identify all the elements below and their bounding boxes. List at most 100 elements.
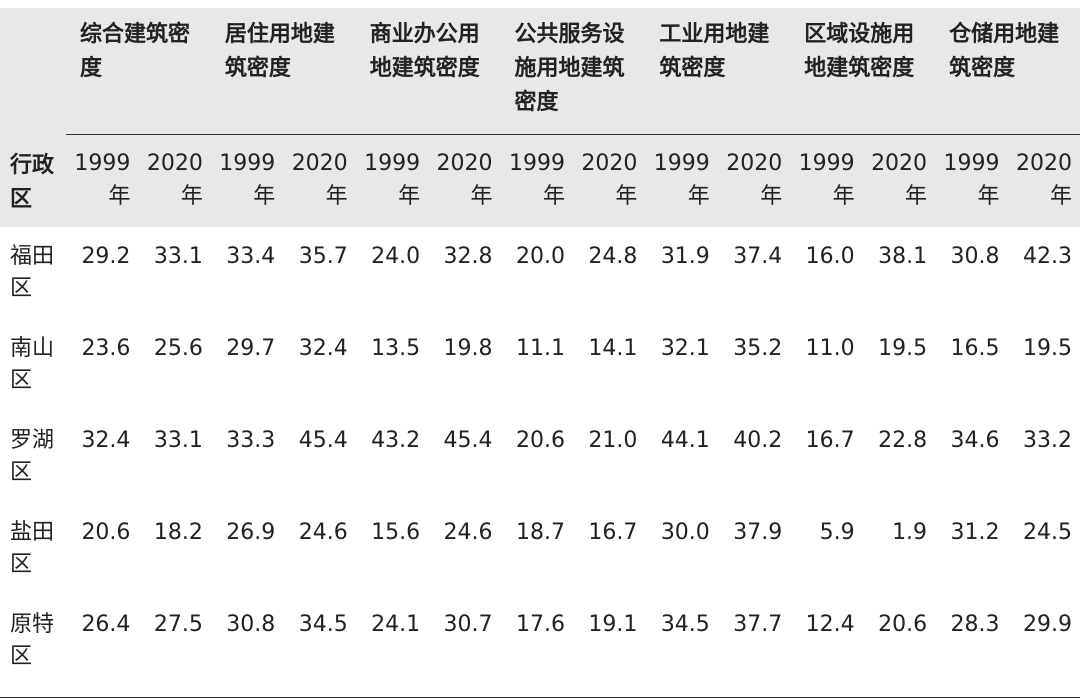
density-value-cell: 33.3 xyxy=(226,428,276,453)
density-value-cell: 24.6 xyxy=(298,520,348,545)
density-value-cell: 29.9 xyxy=(1007,595,1080,698)
density-value-cell: 29.7 xyxy=(226,336,276,361)
table-row: 南山区 23.6 25.6 29.7 32.4 13.5 19.8 11.1 14.1 32.1 3… xyxy=(0,319,1080,411)
year-header: 2020年 xyxy=(726,151,783,209)
density-value-cell: 33.1 xyxy=(153,244,203,269)
density-value-cell: 1.9 xyxy=(892,520,928,545)
density-value-cell: 26.9 xyxy=(226,520,276,545)
density-value-cell: 45.4 xyxy=(298,428,348,453)
year-header: 1999年 xyxy=(74,151,131,209)
table-body: 福田区 29.2 33.1 33.4 35.7 24.0 32.8 20.0 24.8 31.9 3… xyxy=(0,227,1080,698)
density-value-cell: 22.8 xyxy=(878,428,928,453)
density-value-cell: 24.1 xyxy=(355,595,429,698)
region-cell: 福田区 xyxy=(10,244,55,301)
density-value-cell: 11.0 xyxy=(805,336,855,361)
year-header: 1999年 xyxy=(653,151,710,209)
year-header: 2020年 xyxy=(436,151,493,209)
density-value-cell: 33.1 xyxy=(153,428,203,453)
group-header: 仓储用地建筑密度 xyxy=(935,8,1080,135)
group-header: 区域设施用地建筑密度 xyxy=(790,8,936,135)
region-column-header: 行政区 xyxy=(10,153,55,212)
density-value-cell: 37.9 xyxy=(733,520,783,545)
density-value-cell: 21.0 xyxy=(588,428,638,453)
density-value-cell: 19.5 xyxy=(878,336,928,361)
year-header: 1999年 xyxy=(219,151,276,209)
density-value-cell: 43.2 xyxy=(371,428,421,453)
density-value-cell: 29.2 xyxy=(81,244,131,269)
density-value-cell: 34.5 xyxy=(645,595,718,698)
year-header: 2020年 xyxy=(1016,151,1072,209)
table-row: 罗湖区 32.4 33.1 33.3 45.4 43.2 45.4 20.6 21.0 44.1 4… xyxy=(0,411,1080,503)
group-header: 居住用地建筑密度 xyxy=(210,8,356,135)
table-row: 原特区 26.4 27.5 30.8 34.5 24.1 30.7 17.6 19.1 34.5 3… xyxy=(0,595,1080,698)
year-header: 2020年 xyxy=(146,151,203,209)
density-value-cell: 37.4 xyxy=(733,244,783,269)
density-value-cell: 20.6 xyxy=(862,595,936,698)
density-table: 行政区 综合建筑密度 居住用地建筑密度 商业办公用地建筑密度 公共服务设施用地建… xyxy=(0,8,1080,698)
table-row: 盐田区 20.6 18.2 26.9 24.6 15.6 24.6 18.7 16.7 30.0 3… xyxy=(0,503,1080,595)
density-value-cell: 11.1 xyxy=(515,336,565,361)
density-value-cell: 14.1 xyxy=(588,336,638,361)
density-value-cell: 20.0 xyxy=(515,244,565,269)
density-value-cell: 26.4 xyxy=(66,595,139,698)
region-cell: 盐田区 xyxy=(10,520,55,577)
group-header: 商业办公用地建筑密度 xyxy=(355,8,501,135)
density-value-cell: 24.8 xyxy=(588,244,638,269)
density-value-cell: 24.5 xyxy=(1023,520,1072,545)
group-header: 公共服务设施用地建筑密度 xyxy=(500,8,646,135)
density-value-cell: 30.8 xyxy=(210,595,284,698)
density-value-cell: 45.4 xyxy=(443,428,493,453)
density-value-cell: 32.8 xyxy=(443,244,493,269)
year-header: 1999年 xyxy=(943,151,1000,209)
density-value-cell: 24.0 xyxy=(371,244,421,269)
density-value-cell: 16.0 xyxy=(805,244,855,269)
density-value-cell: 31.9 xyxy=(660,244,710,269)
year-header: 1999年 xyxy=(508,151,565,209)
group-header: 综合建筑密度 xyxy=(66,8,211,135)
density-value-cell: 40.2 xyxy=(733,428,783,453)
density-value-cell: 15.6 xyxy=(371,520,421,545)
density-value-cell: 16.7 xyxy=(805,428,855,453)
year-header: 1999年 xyxy=(364,151,421,209)
density-value-cell: 32.1 xyxy=(660,336,710,361)
density-value-cell: 12.4 xyxy=(790,595,863,698)
density-value-cell: 27.5 xyxy=(138,595,211,698)
region-cell: 罗湖区 xyxy=(10,428,55,485)
density-value-cell: 13.5 xyxy=(371,336,421,361)
density-value-cell: 19.5 xyxy=(1023,336,1072,361)
density-value-cell: 42.3 xyxy=(1023,244,1072,269)
density-value-cell: 34.6 xyxy=(950,428,1000,453)
region-cell: 南山区 xyxy=(10,336,55,393)
table-row: 福田区 29.2 33.1 33.4 35.7 24.0 32.8 20.0 24.8 31.9 3… xyxy=(0,227,1080,319)
density-value-cell: 44.1 xyxy=(660,428,710,453)
density-value-cell: 32.4 xyxy=(298,336,348,361)
density-value-cell: 18.2 xyxy=(153,520,203,545)
group-header: 工业用地建筑密度 xyxy=(645,8,791,135)
year-header: 2020年 xyxy=(581,151,638,209)
density-value-cell: 20.6 xyxy=(81,520,131,545)
density-value-cell: 30.8 xyxy=(950,244,1000,269)
header-row-groups: 行政区 综合建筑密度 居住用地建筑密度 商业办公用地建筑密度 公共服务设施用地建… xyxy=(0,8,1080,212)
year-header: 1999年 xyxy=(798,151,855,209)
year-header: 2020年 xyxy=(871,151,928,209)
density-value-cell: 30.0 xyxy=(660,520,710,545)
density-value-cell: 37.7 xyxy=(717,595,791,698)
density-value-cell: 16.5 xyxy=(950,336,1000,361)
density-value-cell: 17.6 xyxy=(500,595,573,698)
density-value-cell: 20.6 xyxy=(515,428,565,453)
table-header: 行政区 综合建筑密度 居住用地建筑密度 商业办公用地建筑密度 公共服务设施用地建… xyxy=(0,8,1080,227)
density-value-cell: 24.6 xyxy=(443,520,493,545)
region-cell: 原特区 xyxy=(0,595,66,698)
density-value-cell: 18.7 xyxy=(515,520,565,545)
density-value-cell: 16.7 xyxy=(588,520,638,545)
density-value-cell: 30.7 xyxy=(428,595,501,698)
year-header: 2020年 xyxy=(291,151,348,209)
density-value-cell: 32.4 xyxy=(81,428,131,453)
density-value-cell: 5.9 xyxy=(819,520,855,545)
density-value-cell: 33.2 xyxy=(1023,428,1072,453)
density-value-cell: 19.8 xyxy=(443,336,493,361)
density-value-cell: 35.7 xyxy=(298,244,348,269)
density-value-cell: 31.2 xyxy=(950,520,1000,545)
header-row-years: 1999年 2020年 1999年 2020年 1999年 2020年 1999… xyxy=(0,134,1080,227)
document-page: 行政区 综合建筑密度 居住用地建筑密度 商业办公用地建筑密度 公共服务设施用地建… xyxy=(0,8,1080,698)
